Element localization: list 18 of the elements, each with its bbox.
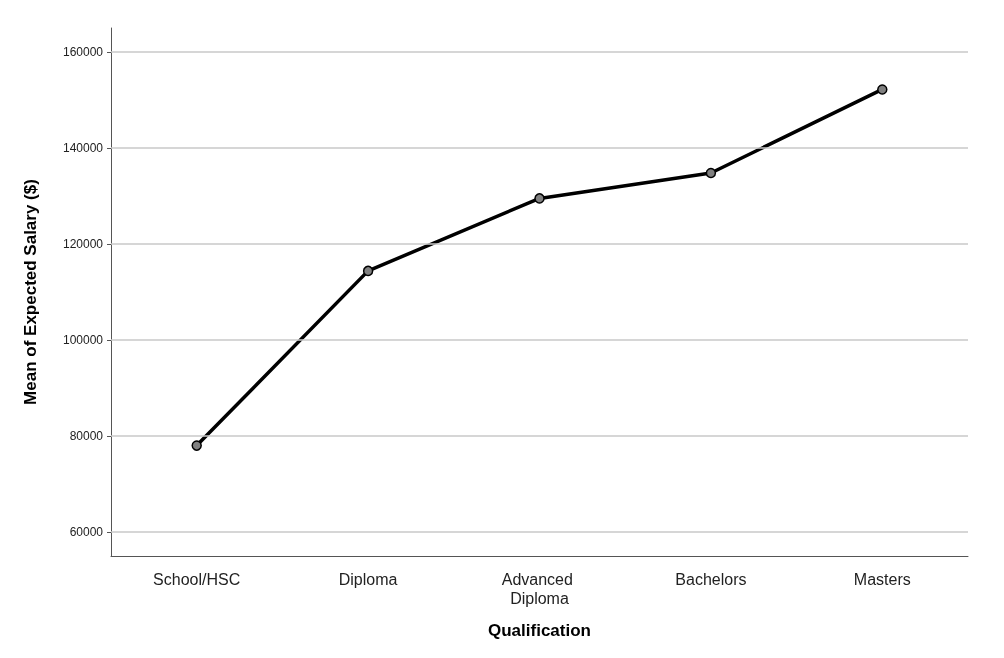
point bbox=[362, 265, 374, 277]
point bbox=[705, 167, 717, 179]
y-tick-label: 160000 bbox=[62, 45, 104, 59]
x-tick-label: Bachelors bbox=[675, 571, 747, 588]
y-tick-label: 80000 bbox=[69, 429, 104, 443]
y-tick-label: 100000 bbox=[62, 333, 104, 347]
x-tick-label: School/HSC bbox=[153, 571, 241, 588]
point bbox=[534, 193, 545, 204]
x-tick-label: Diploma bbox=[338, 571, 398, 588]
point bbox=[191, 440, 202, 451]
y-axis-title: Mean of Expected Salary ($) bbox=[21, 179, 40, 405]
x-axis-title: Qualification bbox=[488, 621, 591, 640]
x-tick-label: Masters bbox=[853, 571, 911, 588]
y-tick-label: 120000 bbox=[62, 237, 104, 251]
x-tick-label: Advanced Diploma bbox=[501, 571, 578, 607]
y-tick-label: 60000 bbox=[69, 525, 104, 539]
y-tick-label: 140000 bbox=[62, 141, 104, 155]
point bbox=[877, 84, 888, 95]
